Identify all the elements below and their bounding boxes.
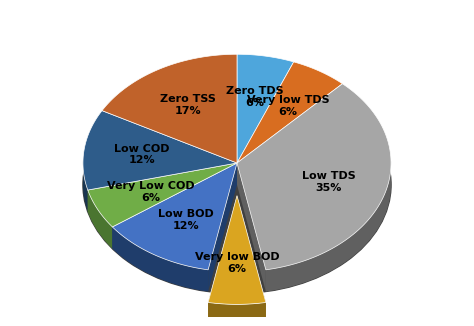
Polygon shape bbox=[237, 54, 294, 163]
Text: Very Low COD
6%: Very Low COD 6% bbox=[107, 181, 194, 202]
Polygon shape bbox=[237, 163, 266, 291]
Polygon shape bbox=[88, 163, 237, 227]
Text: Low TDS
35%: Low TDS 35% bbox=[302, 171, 356, 193]
Polygon shape bbox=[83, 111, 237, 190]
Polygon shape bbox=[112, 227, 208, 291]
Polygon shape bbox=[88, 163, 237, 212]
Ellipse shape bbox=[83, 76, 391, 293]
Polygon shape bbox=[208, 163, 237, 291]
Text: Zero TDS
6%: Zero TDS 6% bbox=[226, 86, 284, 108]
Polygon shape bbox=[266, 156, 391, 291]
Text: Very low BOD
6%: Very low BOD 6% bbox=[195, 252, 279, 274]
Polygon shape bbox=[88, 190, 112, 249]
Text: Very low TDS
6%: Very low TDS 6% bbox=[247, 95, 329, 117]
Polygon shape bbox=[237, 196, 266, 324]
Text: Low COD
12%: Low COD 12% bbox=[115, 144, 170, 165]
Polygon shape bbox=[208, 196, 237, 324]
Polygon shape bbox=[83, 154, 88, 212]
Text: Zero TSS
17%: Zero TSS 17% bbox=[160, 94, 216, 116]
Polygon shape bbox=[237, 62, 342, 163]
Polygon shape bbox=[112, 163, 237, 270]
Polygon shape bbox=[112, 163, 237, 249]
Polygon shape bbox=[237, 84, 391, 270]
Polygon shape bbox=[208, 303, 266, 326]
Polygon shape bbox=[102, 54, 237, 163]
Polygon shape bbox=[88, 163, 237, 212]
Polygon shape bbox=[208, 196, 266, 304]
Text: Low BOD
12%: Low BOD 12% bbox=[158, 209, 214, 231]
Polygon shape bbox=[112, 163, 237, 249]
